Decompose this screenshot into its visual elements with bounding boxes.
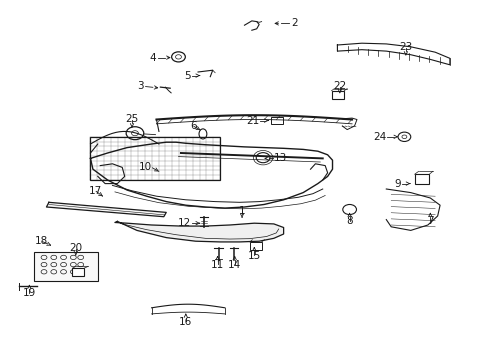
Text: 10: 10 [138, 162, 151, 172]
Text: 16: 16 [179, 317, 192, 327]
Bar [72, 268, 84, 276]
Polygon shape [115, 221, 283, 242]
Text: 23: 23 [398, 42, 412, 52]
Text: 24: 24 [372, 132, 386, 142]
Text: 6: 6 [189, 121, 196, 131]
Text: 25: 25 [125, 114, 139, 124]
Text: 7: 7 [426, 216, 433, 226]
Text: 11: 11 [210, 260, 224, 270]
Text: 5: 5 [183, 71, 190, 81]
Text: 17: 17 [88, 186, 102, 196]
Text: 8: 8 [346, 216, 352, 226]
Bar [90, 137, 220, 180]
Polygon shape [337, 43, 449, 65]
Text: 22: 22 [332, 81, 346, 91]
Text: 15: 15 [247, 251, 261, 261]
Bar [249, 242, 261, 250]
Text: 12: 12 [177, 218, 190, 228]
Text: 20: 20 [69, 243, 82, 253]
Bar [271, 117, 283, 124]
Polygon shape [386, 189, 439, 230]
Text: 9: 9 [393, 179, 400, 189]
Text: 19: 19 [22, 288, 36, 298]
Text: 1: 1 [238, 206, 245, 216]
Bar [34, 252, 98, 281]
Text: 2: 2 [290, 18, 297, 28]
Bar [414, 174, 428, 184]
Bar [331, 91, 344, 99]
Polygon shape [46, 202, 166, 217]
Text: 21: 21 [245, 116, 259, 126]
Text: 3: 3 [137, 81, 144, 91]
Text: 13: 13 [273, 153, 286, 163]
Text: 14: 14 [227, 260, 241, 270]
Text: 18: 18 [35, 236, 48, 246]
Text: 4: 4 [149, 53, 156, 63]
